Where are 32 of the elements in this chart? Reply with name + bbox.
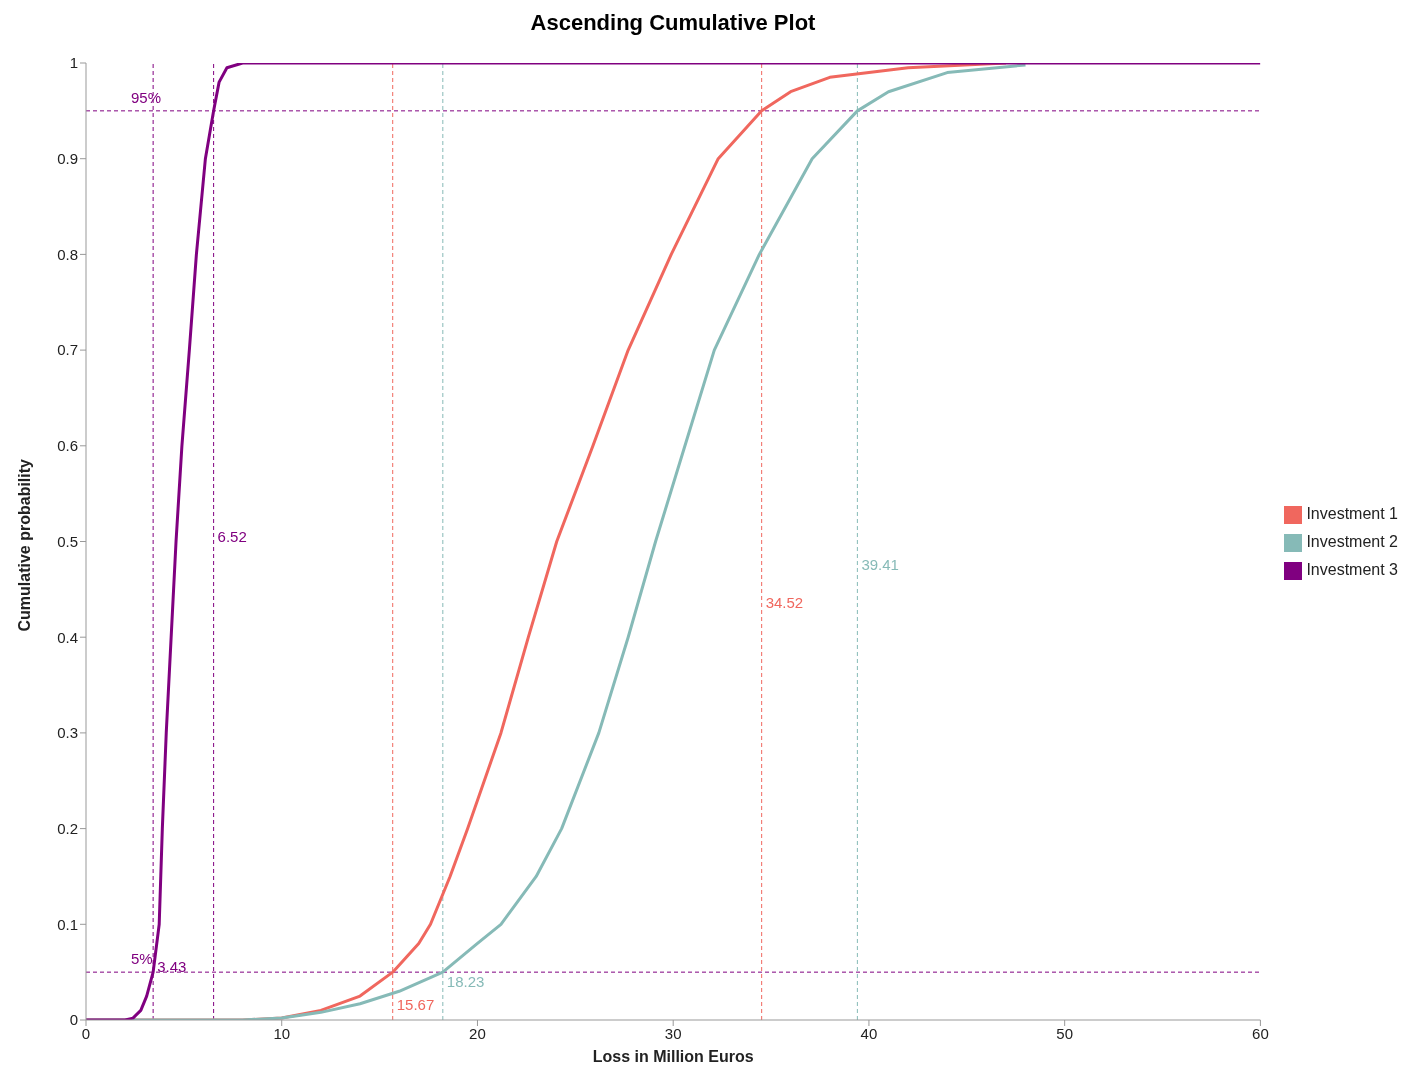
y-tick-label: 0.5: [57, 532, 78, 550]
y-tick-label: 0.4: [57, 628, 78, 646]
legend-label: Investment 3: [1306, 561, 1398, 578]
ref-line-label: 3.43: [157, 958, 187, 976]
ref-line-label: 18.23: [446, 972, 485, 990]
y-tick-label: 0: [69, 1011, 78, 1029]
x-tick-label: 60: [1252, 1024, 1269, 1042]
x-tick-label: 20: [469, 1024, 486, 1042]
ref-line-label: 39.41: [861, 556, 899, 574]
legend-label: Investment 1: [1306, 505, 1398, 522]
x-tick-label: 0: [81, 1024, 91, 1042]
y-tick-label: 0.6: [57, 437, 78, 455]
x-axis-title: Loss in Million Euros: [592, 1048, 754, 1065]
y-axis-title: Cumulative probability: [15, 458, 33, 632]
y-tick-label: 0.2: [57, 819, 78, 837]
y-tick-label: 0.3: [57, 724, 78, 742]
ref-line-label: 34.52: [765, 594, 804, 612]
ref-line-label: 5%: [131, 950, 153, 968]
ref-line-label: 6.52: [217, 527, 247, 545]
x-tick-label: 10: [273, 1024, 291, 1042]
x-tick-label: 50: [1056, 1024, 1073, 1042]
y-tick-label: 0.8: [57, 245, 78, 263]
x-tick-label: 40: [860, 1024, 878, 1042]
y-tick-label: 0.1: [57, 915, 78, 933]
y-tick-label: 0.7: [57, 341, 78, 359]
y-tick-label: 0.9: [57, 150, 78, 168]
x-tick-label: 30: [664, 1024, 682, 1042]
y-tick-label: 1: [69, 54, 78, 72]
ref-line-label: 95%: [131, 88, 162, 106]
legend-label: Investment 2: [1306, 533, 1398, 550]
chart-title: Ascending Cumulative Plot: [529, 10, 817, 36]
ref-line-label: 15.67: [396, 996, 435, 1014]
